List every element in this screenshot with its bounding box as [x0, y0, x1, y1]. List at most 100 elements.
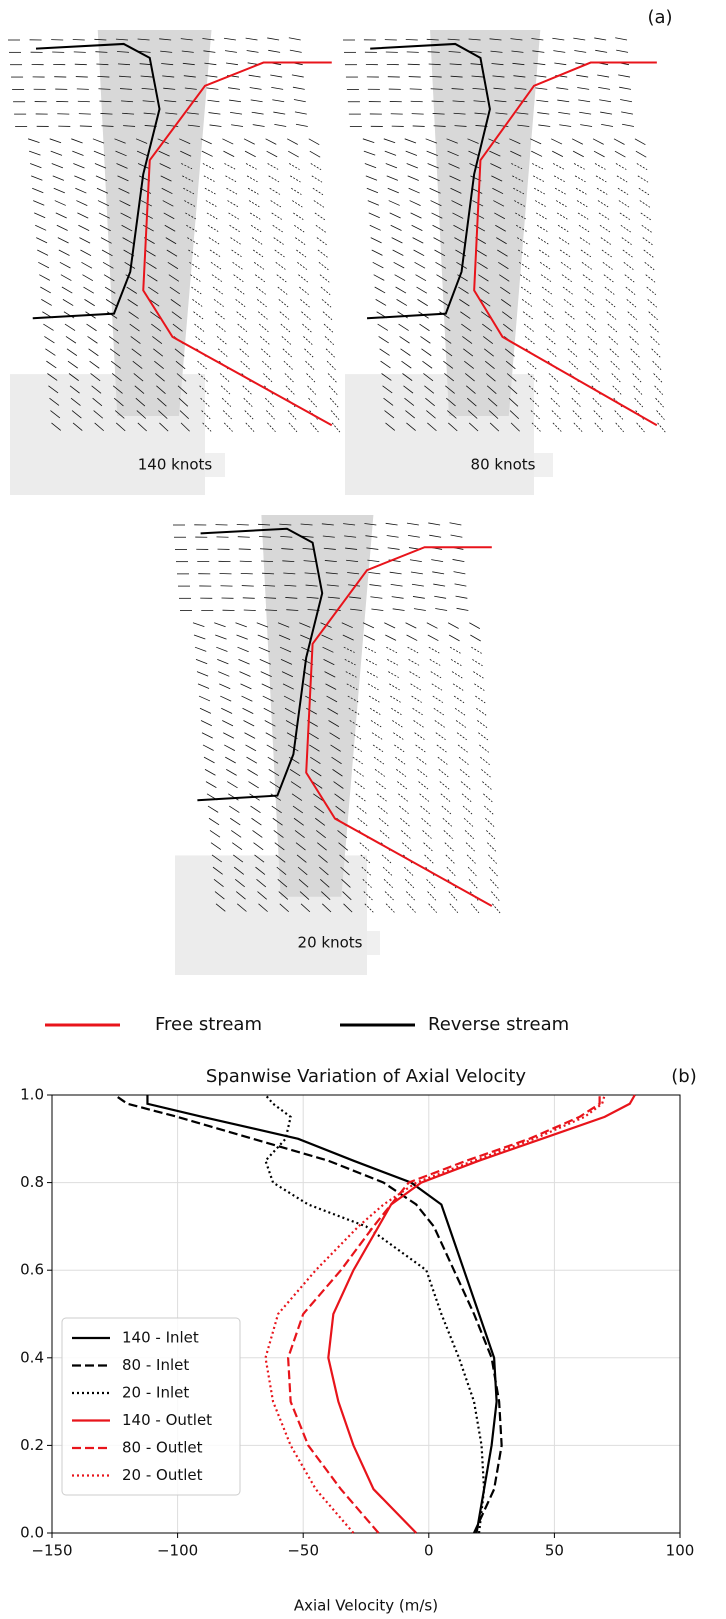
- vector-arrow: [461, 793, 472, 802]
- vector-arrow: [228, 212, 239, 220]
- vector-arrow: [432, 695, 444, 703]
- vector-arrow: [391, 707, 402, 716]
- vector-arrow: [120, 88, 133, 90]
- vector-arrow: [314, 805, 325, 814]
- vector-arrow: [363, 634, 376, 641]
- vector-arrow: [586, 323, 597, 333]
- vector-arrow: [238, 548, 251, 550]
- vector-arrow: [295, 237, 306, 245]
- vector-arrow: [307, 385, 317, 395]
- vector-arrow: [261, 683, 273, 690]
- vector-arrow: [57, 237, 69, 244]
- vector-arrow: [550, 397, 560, 407]
- vector-arrow: [164, 224, 176, 232]
- vector-arrow: [418, 781, 429, 790]
- vector-arrow: [135, 138, 148, 144]
- vector-arrow: [250, 805, 261, 814]
- vector-arrow: [371, 608, 384, 611]
- vector-arrow: [578, 224, 590, 233]
- vector-arrow: [559, 249, 571, 258]
- reverse-streamline: [32, 42, 161, 320]
- vector-arrow: [204, 62, 217, 66]
- vector-arrow: [153, 348, 164, 357]
- vector-arrow: [619, 212, 631, 220]
- vector-arrow: [294, 224, 305, 233]
- vector-arrow: [284, 373, 294, 383]
- vector-arrow: [449, 646, 461, 654]
- vector-arrow: [35, 224, 47, 231]
- vector-arrow: [222, 138, 234, 145]
- vector-arrow: [440, 323, 451, 332]
- vector-arrow: [489, 150, 501, 157]
- vector-arrow: [579, 111, 592, 115]
- vector-arrow: [287, 138, 298, 145]
- vector-arrow: [384, 622, 396, 629]
- vector-arrow: [304, 572, 317, 575]
- vector-arrow: [137, 38, 150, 41]
- vector-arrow: [467, 138, 479, 144]
- vector-arrow: [362, 622, 375, 629]
- vector-arrow: [452, 100, 465, 103]
- vector-arrow: [457, 744, 468, 753]
- vector-arrow: [400, 817, 410, 827]
- vector-arrow: [323, 659, 335, 666]
- vector-arrow: [50, 150, 63, 156]
- vector-arrow: [51, 163, 64, 169]
- vector-arrow: [364, 523, 377, 526]
- vector-arrow: [252, 249, 264, 258]
- vector-arrow: [580, 124, 593, 127]
- vector-arrow: [404, 138, 417, 144]
- vector-arrow: [197, 360, 207, 370]
- vector-arrow: [258, 323, 269, 333]
- vector-arrow: [75, 187, 87, 194]
- vector-arrow: [80, 249, 92, 257]
- vector-arrow: [212, 286, 223, 295]
- vector-arrow: [315, 224, 326, 233]
- legend-label: 140 - Inlet: [122, 1329, 199, 1347]
- vector-arrow: [235, 879, 245, 888]
- vector-panel: 140 knots: [8, 30, 341, 495]
- vector-arrow: [315, 817, 326, 826]
- panel-speed-label: 20 knots: [298, 934, 363, 952]
- vector-arrow: [510, 150, 522, 157]
- vector-arrow: [300, 299, 310, 308]
- vector-arrow: [432, 224, 444, 232]
- vector-arrow: [87, 336, 98, 344]
- vector-arrow: [243, 720, 255, 727]
- vector-arrow: [387, 187, 399, 194]
- vector-arrow: [652, 360, 662, 370]
- vector-arrow: [619, 86, 632, 90]
- vector-arrow: [332, 769, 343, 777]
- vector-arrow: [405, 39, 418, 41]
- vector-arrow: [496, 237, 507, 245]
- vector-arrow: [310, 756, 321, 764]
- vector-arrow: [289, 769, 301, 777]
- vector-arrow: [102, 261, 114, 269]
- blade-shadow: [261, 515, 374, 897]
- vector-arrow: [329, 732, 340, 740]
- vector-arrow: [515, 212, 526, 220]
- vector-arrow: [618, 200, 630, 208]
- vector-arrow: [225, 756, 236, 764]
- vector-arrow: [433, 583, 446, 587]
- vector-arrow: [217, 348, 228, 357]
- vector-arrow: [645, 274, 656, 283]
- vector-arrow: [622, 249, 633, 258]
- vector-arrow: [453, 112, 466, 115]
- vector-arrow: [407, 534, 420, 538]
- vector-arrow: [210, 842, 222, 850]
- vector-arrow: [469, 622, 481, 629]
- vector-arrow: [386, 646, 398, 654]
- vector-arrow: [535, 212, 547, 220]
- vector-arrow: [181, 163, 193, 170]
- vector-arrow: [245, 744, 257, 752]
- vector-arrow: [459, 769, 470, 778]
- vector-arrow: [412, 125, 425, 127]
- vector-arrow: [190, 274, 201, 282]
- vector-arrow: [34, 212, 46, 219]
- vector-arrow: [364, 903, 374, 913]
- vector-arrow: [453, 695, 465, 704]
- vector-arrow: [312, 187, 324, 196]
- vector-arrow: [471, 646, 482, 654]
- vector-arrow: [573, 422, 583, 432]
